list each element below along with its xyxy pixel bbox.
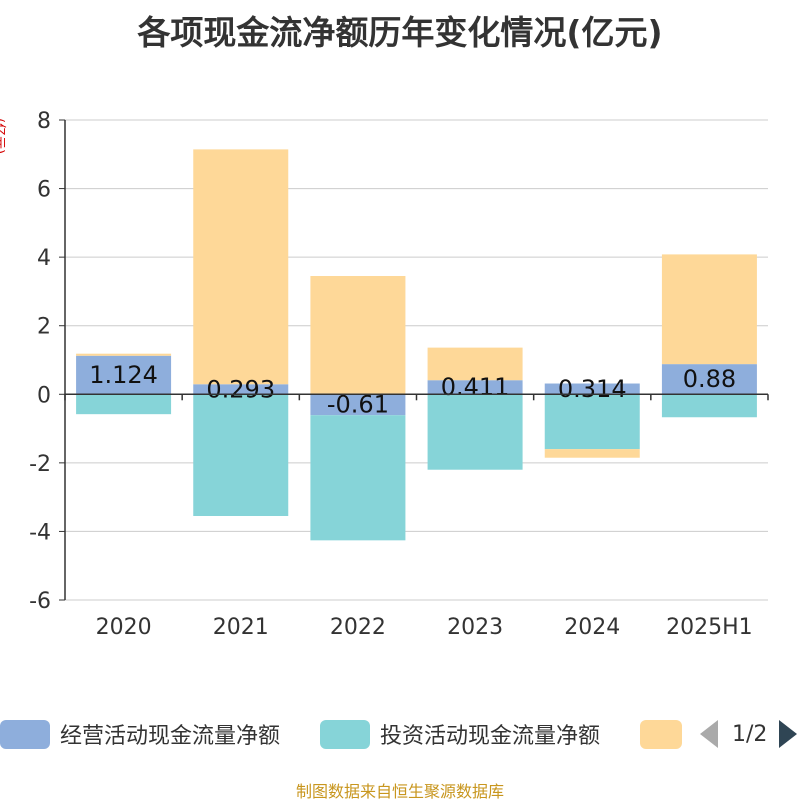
bar-financing-2024 bbox=[544, 449, 640, 458]
bar-investing-2021 bbox=[193, 394, 289, 516]
y-tick-label: -4 bbox=[29, 520, 51, 545]
legend-swatch-operating bbox=[0, 719, 50, 749]
bar-value-label: 0.314 bbox=[558, 375, 627, 403]
x-tick-label: 2024 bbox=[564, 615, 620, 640]
x-tick-label: 2020 bbox=[96, 615, 152, 640]
bar-value-label: 0.293 bbox=[206, 375, 275, 403]
bar-financing-2025H1 bbox=[661, 254, 757, 365]
bar-operating-2023 bbox=[427, 380, 523, 395]
bar-operating-2024 bbox=[544, 383, 640, 395]
bar-operating-2022 bbox=[310, 394, 406, 416]
x-tick-label: 2025H1 bbox=[666, 615, 753, 640]
bar-investing-2025H1 bbox=[661, 394, 757, 418]
bar-investing-2023 bbox=[427, 394, 523, 470]
legend-page-indicator: 1/2 bbox=[732, 721, 768, 747]
bar-financing-2020 bbox=[76, 353, 172, 356]
data-source-note: 制图数据来自恒生聚源数据库 bbox=[295, 782, 504, 801]
legend-item-investing[interactable]: 投资活动现金流量净额 bbox=[320, 716, 600, 752]
legend-item-financing[interactable] bbox=[640, 716, 682, 752]
x-tick-label: 2021 bbox=[213, 615, 269, 640]
y-tick-label: 0 bbox=[37, 383, 51, 408]
bar-value-label: 1.124 bbox=[89, 361, 158, 389]
y-tick-label: 4 bbox=[37, 246, 51, 271]
bar-financing-2022 bbox=[310, 276, 406, 395]
chart-title: 各项现金流净额历年变化情况(亿元) bbox=[137, 13, 663, 52]
legend-swatch-investing bbox=[320, 719, 370, 749]
y-tick-label: 8 bbox=[37, 109, 51, 134]
legend-label-investing: 投资活动现金流量净额 bbox=[380, 724, 601, 749]
y-tick-label: -2 bbox=[29, 452, 51, 477]
bar-value-label: -0.61 bbox=[327, 391, 389, 419]
legend: 经营活动现金流量净额 投资活动现金流量净额 bbox=[0, 716, 800, 752]
bar-investing-2020 bbox=[76, 394, 172, 415]
legend-prev-arrow-icon[interactable] bbox=[700, 720, 718, 748]
y-tick-label: 2 bbox=[37, 315, 51, 340]
x-tick-label: 2023 bbox=[447, 615, 503, 640]
bar-investing-2022 bbox=[310, 415, 406, 541]
legend-next-arrow-icon[interactable] bbox=[779, 720, 798, 748]
x-tick-label: 2022 bbox=[330, 615, 386, 640]
bar-operating-2021 bbox=[193, 384, 289, 395]
bar-operating-2025H1 bbox=[661, 364, 757, 395]
bar-operating-2020 bbox=[76, 355, 172, 395]
bar-value-label: 0.411 bbox=[441, 373, 510, 401]
y-tick-label: 6 bbox=[37, 178, 51, 203]
legend-label-operating: 经营活动现金流量净额 bbox=[60, 724, 281, 749]
legend-pager: 1/2 bbox=[700, 716, 800, 752]
legend-swatch-financing bbox=[640, 719, 682, 749]
y-tick-label: -6 bbox=[29, 589, 51, 614]
bar-financing-2023 bbox=[427, 347, 523, 381]
chart-canvas: -6 -4 -2 0 2 4 6 8 1.124 0.293 -0.61 0.411 0.314 0.88… bbox=[29, 109, 769, 640]
bar-investing-2024 bbox=[544, 394, 640, 450]
bar-value-label: 0.88 bbox=[683, 365, 736, 393]
legend-item-operating[interactable]: 经营活动现金流量净额 bbox=[0, 716, 280, 752]
bar-financing-2021 bbox=[193, 149, 289, 385]
